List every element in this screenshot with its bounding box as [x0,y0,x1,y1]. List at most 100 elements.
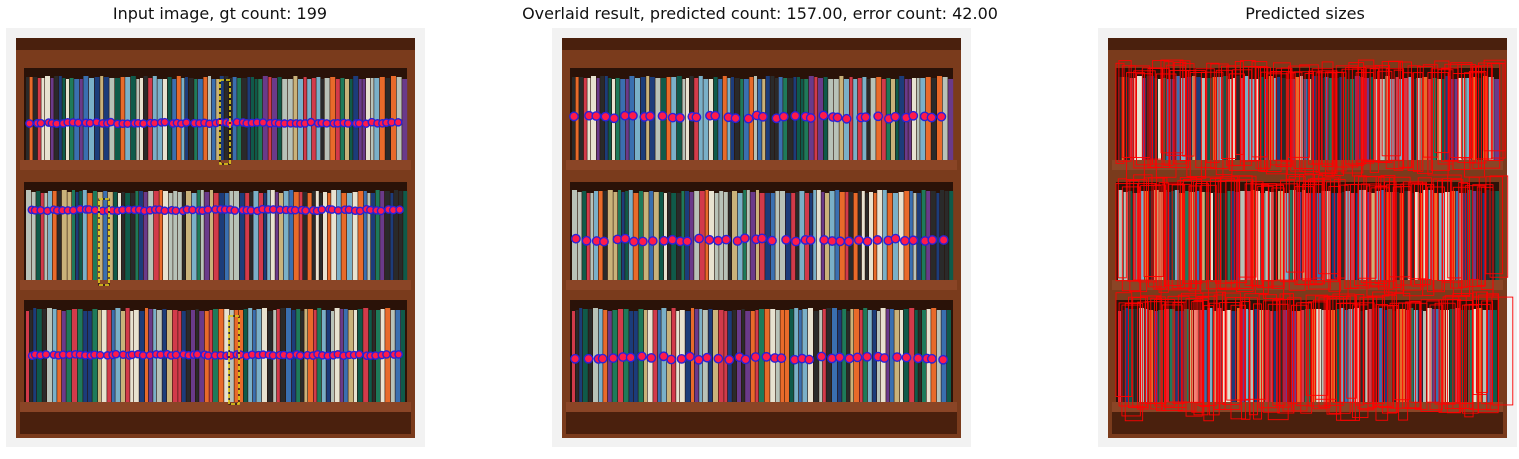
size-box [1214,177,1235,284]
book-spine [1455,191,1459,280]
book-spine [653,192,659,280]
size-box [1265,73,1288,175]
point-marker [739,233,750,244]
book-spine [1125,308,1129,402]
book-spine [31,192,36,280]
book-spine [1346,79,1350,160]
book-spine [118,193,121,280]
book-spine [1441,79,1445,160]
book-spine [140,78,143,160]
book-spine [353,76,359,160]
book-spine [1454,79,1458,160]
book-spine [1228,79,1232,160]
book-spine [40,193,44,280]
size-box [1197,295,1217,406]
book-spine [1403,78,1408,160]
book-spine [319,193,323,280]
book-spine [125,193,131,280]
point-marker [160,206,170,216]
point-marker [927,235,938,245]
book-spine [1351,193,1355,280]
book-spine [394,190,398,280]
book-spine [681,191,685,280]
size-box [1381,294,1397,414]
book-spine [403,191,408,280]
book-spine [1118,77,1121,160]
size-box [1480,186,1494,290]
book-spine [1139,308,1144,402]
book-spine [167,77,172,160]
size-box [1124,303,1144,422]
book-spine [125,77,131,160]
book-spine [917,193,921,280]
book-spine [1245,309,1249,402]
book-spine [583,78,587,160]
size-box [1121,186,1141,292]
point-marker [73,118,83,128]
point-marker [647,236,658,246]
bookshelf-sizes-svg [1098,28,1517,447]
book-spine [358,191,364,280]
size-box [1195,183,1209,298]
book-spine [1435,309,1440,402]
size-box [1250,181,1264,287]
book-spine [1390,79,1395,160]
book-spine [79,79,83,160]
point-marker [609,113,620,124]
point-marker [599,236,609,247]
book-spine [1341,192,1345,280]
size-box [1133,70,1156,169]
point-marker [637,236,648,247]
book-spine [253,191,259,280]
book-spine [352,192,358,280]
book-spine [1295,77,1300,160]
book-spine [1244,76,1249,160]
book-spine [1355,193,1359,280]
book-spine [689,192,694,280]
size-box [1156,296,1166,412]
shelf-board [566,280,957,290]
point-marker [827,236,838,246]
point-marker [230,206,240,215]
book-spine [219,76,224,160]
bookcase-top [1108,38,1507,50]
point-marker [743,113,754,124]
book-spine [315,191,319,280]
size-box [1345,66,1367,165]
book-spine [210,190,213,280]
book-spine [1210,193,1213,280]
book-spine [349,79,353,160]
size-box [1312,173,1323,279]
size-box [1299,64,1319,172]
point-marker [597,353,608,364]
size-box [1363,65,1381,162]
book-spine [1248,310,1254,402]
book-spine [182,192,186,280]
panel-sizes: Predicted sizes [1090,0,1519,459]
book-spine [115,78,120,160]
book-spine [1405,310,1409,402]
point-marker [841,113,852,124]
book-spine [628,190,633,280]
point-marker [620,233,631,244]
size-box [1118,60,1132,162]
book-spine [293,192,299,280]
point-marker [171,206,181,215]
book-spine [1158,310,1164,402]
book-spine [267,190,271,280]
size-box [1230,304,1247,420]
book-spine [262,76,268,160]
book-spine [1399,79,1404,160]
size-box [1262,300,1280,413]
book-spine [904,191,910,280]
point-marker [938,354,949,365]
book-spine [1385,192,1391,280]
book-spine [61,190,67,280]
book-spine [780,191,785,280]
book-spine [1324,77,1329,160]
size-box [1182,63,1195,157]
book-spine [303,77,307,160]
book-spine [331,190,337,280]
book-spine [814,77,818,160]
book-spine [1213,311,1217,402]
